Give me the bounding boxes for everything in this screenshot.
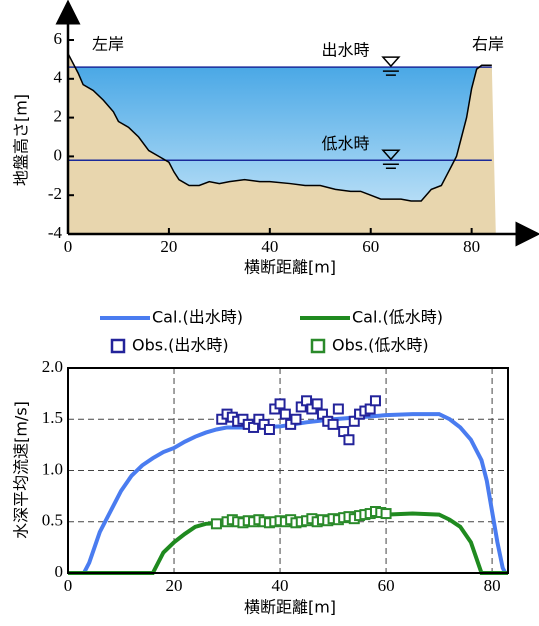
legend-label: Cal.(出水時) — [152, 308, 243, 327]
marker — [265, 425, 274, 434]
x-tick-label: 0 — [64, 576, 73, 595]
y-axis-label: 水深平均流速[m/s] — [12, 401, 31, 539]
marker — [291, 415, 300, 424]
water-level-label: 低水時 — [321, 134, 369, 153]
y-tick-label: 1.5 — [42, 408, 63, 427]
x-tick-label: 60 — [362, 237, 379, 256]
x-tick-label: 20 — [160, 237, 177, 256]
marker — [276, 399, 285, 408]
marker — [382, 509, 391, 518]
legend-label: Cal.(低水時) — [352, 308, 443, 327]
marker — [334, 405, 343, 414]
marker — [329, 420, 338, 429]
x-tick-label: 80 — [463, 237, 480, 256]
x-tick-label: 40 — [261, 237, 278, 256]
legend-swatch — [112, 340, 124, 352]
legend-label: Obs.(低水時) — [332, 336, 429, 355]
x-tick-label: 80 — [484, 576, 501, 595]
x-tick-label: 40 — [272, 576, 289, 595]
y-axis-label: 地盤高さ[m] — [12, 94, 31, 186]
y-tick-label: -2 — [48, 184, 62, 203]
x-axis-label: 横断距離[m] — [244, 598, 336, 617]
legend-swatch — [312, 340, 324, 352]
x-tick-label: 20 — [166, 576, 183, 595]
marker — [281, 410, 290, 419]
y-tick-label: 0 — [54, 145, 63, 164]
y-tick-label: 0.5 — [42, 511, 63, 530]
bank-label: 左岸 — [92, 35, 124, 54]
y-tick-label: 2.0 — [42, 357, 63, 376]
marker — [371, 396, 380, 405]
y-tick-label: 4 — [54, 68, 63, 87]
water-level-label: 出水時 — [321, 41, 369, 60]
bank-label: 右岸 — [472, 35, 504, 54]
marker — [344, 435, 353, 444]
y-tick-label: 1.0 — [42, 459, 63, 478]
chart: 出水時低水時左岸右岸-4-20246020406080横断距離[m]地盤高さ[m… — [0, 0, 539, 626]
y-tick-label: 2 — [54, 107, 63, 126]
y-tick-label: 6 — [54, 29, 63, 48]
y-tick-label: 0 — [55, 562, 64, 581]
x-axis-label: 横断距離[m] — [244, 258, 336, 277]
legend-label: Obs.(出水時) — [132, 336, 229, 355]
marker — [313, 399, 322, 408]
x-tick-label: 0 — [64, 237, 73, 256]
marker — [212, 519, 221, 528]
x-tick-label: 60 — [378, 576, 395, 595]
y-tick-label: -4 — [48, 223, 63, 242]
line — [68, 414, 508, 573]
